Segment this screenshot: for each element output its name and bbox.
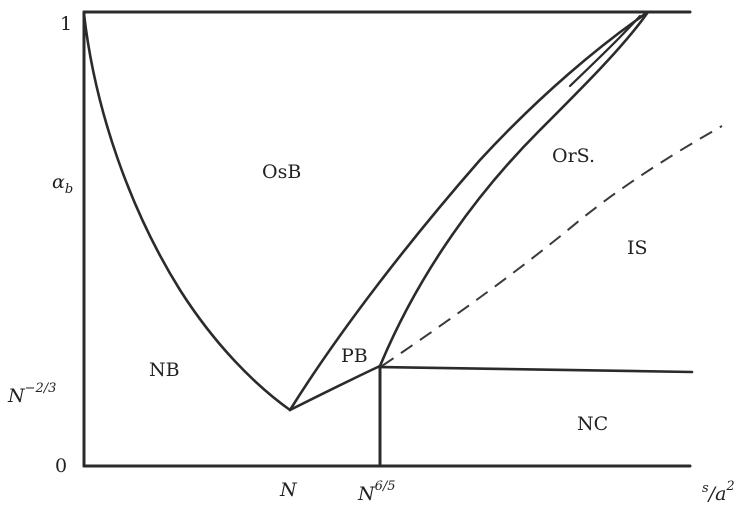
osb-pb-boundary: [288, 10, 650, 412]
x-axis-label-s: s: [702, 481, 709, 496]
nb-osb-boundary: [82, 12, 292, 412]
y-tick-n-2-3: N−2/3: [7, 381, 56, 407]
y-tick-0: 0: [55, 455, 67, 477]
region-label-nb: NB: [149, 359, 180, 381]
x-tick-n: N: [279, 479, 298, 501]
y-tick-n-2-3-base: N: [7, 385, 26, 407]
x-axis-label-slash: /: [707, 483, 717, 505]
region-label-osb: OsB: [262, 161, 301, 183]
y-axis-label: αb: [52, 171, 73, 197]
nc-top-boundary: [378, 365, 694, 374]
x-tick-n-6-5-exp: 6/5: [375, 479, 396, 494]
region-label-ors: OrS.: [552, 145, 595, 167]
y-axis-label-sub: b: [65, 182, 73, 197]
branch-sliver: [568, 14, 642, 88]
region-label-pb: PB: [341, 345, 368, 367]
region-label-is: IS: [627, 237, 648, 259]
region-label-nc: NC: [577, 413, 608, 435]
x-axis-label-a: a: [715, 483, 726, 505]
y-tick-n-2-3-exp: −2/3: [25, 381, 57, 396]
y-tick-1: 1: [60, 13, 72, 35]
is-dashed-boundary: [381, 125, 723, 367]
x-axis-label-a-exp: 2: [725, 479, 734, 494]
ors-pb-boundary: [378, 10, 650, 368]
y-axis-label-alpha: α: [52, 171, 65, 193]
x-tick-n-6-5: N6/5: [357, 479, 396, 505]
x-axis-label: s/a2: [702, 479, 735, 505]
nb-pb-boundary: [288, 364, 382, 412]
x-tick-n-6-5-base: N: [357, 483, 376, 505]
